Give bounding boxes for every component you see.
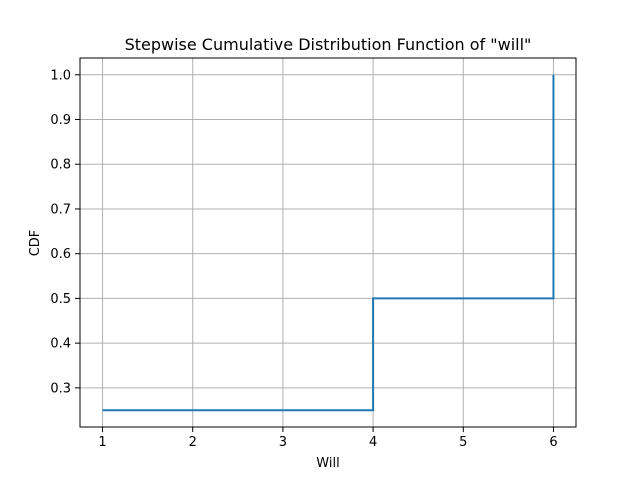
cdf-step-line	[102, 74, 555, 412]
x-tick-label: 5	[459, 435, 467, 450]
y-tick-label: 0.4	[50, 337, 71, 352]
x-tick-label: 1	[98, 435, 106, 450]
x-tick-label: 2	[189, 435, 197, 450]
x-tick-label: 3	[279, 435, 287, 450]
x-axis-label: Will	[316, 456, 339, 471]
y-axis-label: CDF	[28, 230, 43, 257]
series-layer	[102, 74, 555, 412]
y-tick-label: 0.8	[50, 158, 71, 173]
y-tick-label: 0.9	[50, 113, 71, 128]
chart-title: Stepwise Cumulative Distribution Functio…	[125, 35, 532, 54]
y-tick-label: 0.7	[50, 202, 71, 217]
plot-frame	[79, 57, 577, 428]
y-tick-label: 0.6	[50, 247, 71, 262]
axis-ticks: 1 2 3 4 5 6 0.3 0.4 0.5 0.6 0.7 0.8 0.9 1.0	[50, 68, 557, 450]
y-tick-label: 1.0	[50, 68, 71, 83]
x-tick-label: 4	[369, 435, 377, 450]
x-tick-label: 6	[549, 435, 557, 450]
y-tick-label: 0.5	[50, 292, 71, 307]
y-tick-label: 0.3	[50, 381, 71, 396]
